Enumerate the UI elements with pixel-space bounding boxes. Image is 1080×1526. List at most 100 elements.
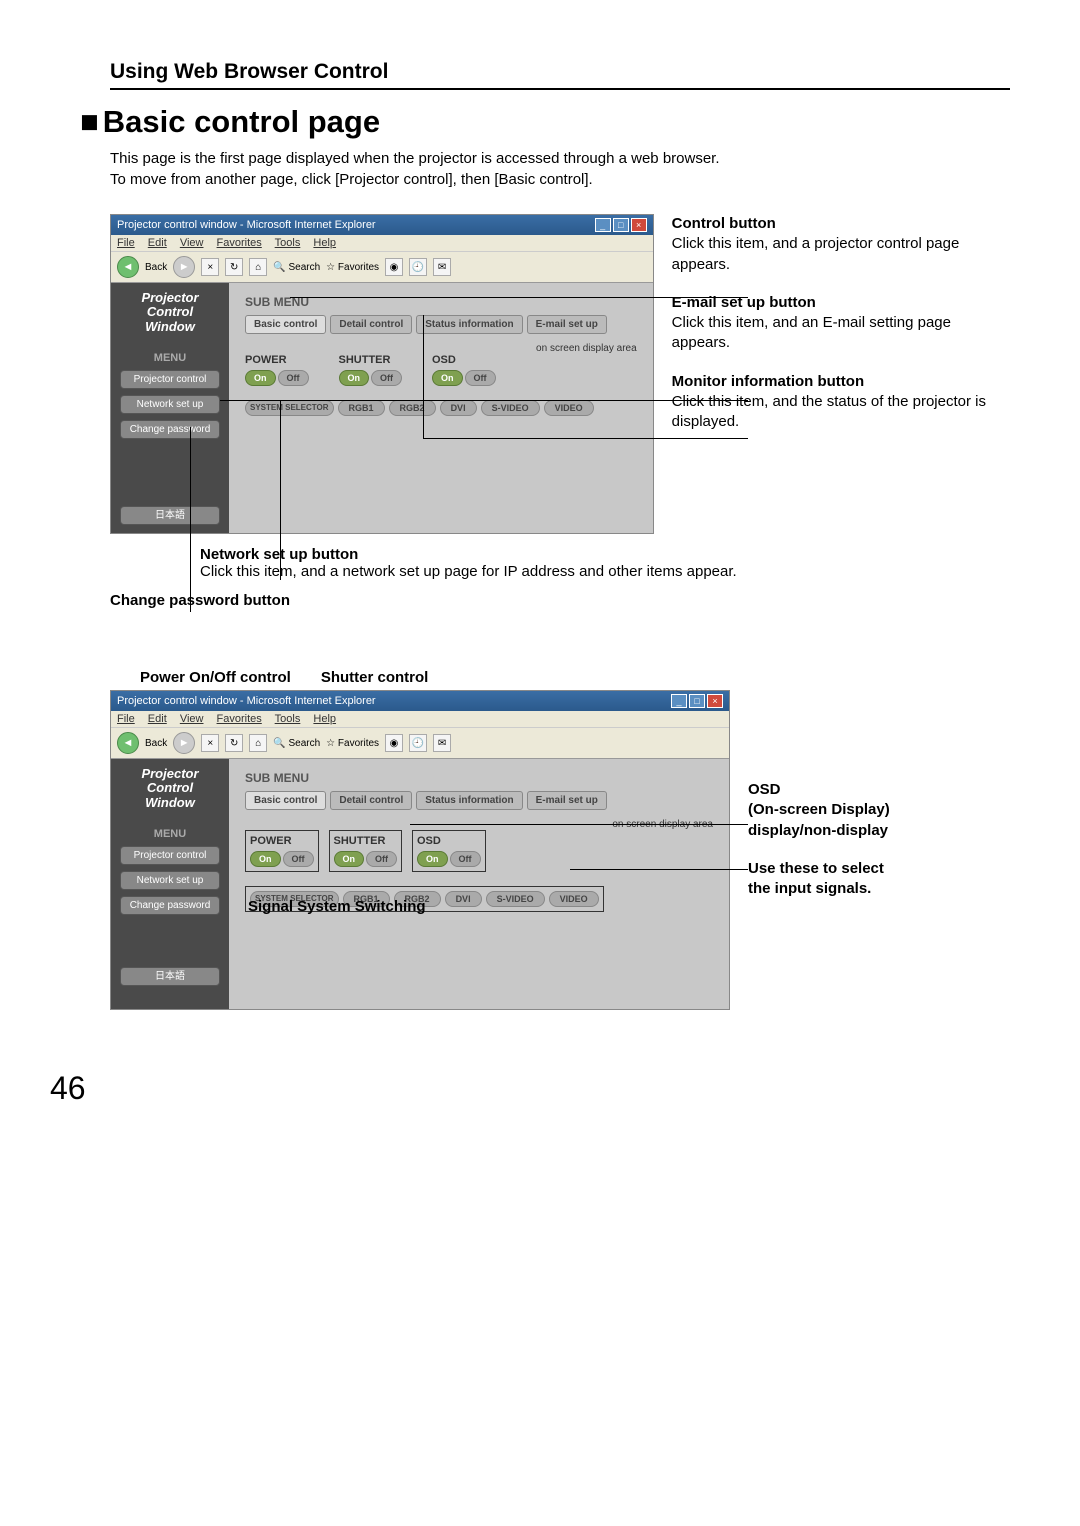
anno-monitor-info-button: Monitor information button Click this it…: [672, 372, 1010, 433]
osd-on-button[interactable]: On: [432, 370, 463, 386]
tab-email-setup[interactable]: E-mail set up: [527, 791, 607, 810]
screenshot-2: Projector control window - Microsoft Int…: [110, 690, 730, 1010]
sidebar-item-network-setup[interactable]: Network set up: [120, 871, 220, 890]
power-on-button[interactable]: On: [245, 370, 276, 386]
home-icon[interactable]: ⌂: [249, 258, 267, 276]
intro-line-2: To move from another page, click [Projec…: [110, 171, 593, 188]
window-title: Projector control window - Microsoft Int…: [117, 219, 376, 231]
tab-status-information[interactable]: Status information: [416, 791, 522, 810]
osd-label: OSD: [432, 354, 496, 366]
svideo-button[interactable]: S-VIDEO: [486, 891, 545, 907]
page-number: 46: [50, 1070, 1010, 1107]
svideo-button[interactable]: S-VIDEO: [481, 400, 540, 416]
page-title: Basic control page: [80, 104, 1010, 140]
sidebar-title: Projector Control Window: [141, 291, 198, 334]
window-titlebar-2: Projector control window - Microsoft Int…: [111, 691, 729, 711]
anno-input-select: Use these to select the input signals.: [748, 859, 890, 900]
menu-help[interactable]: Help: [313, 713, 336, 725]
power-off-button[interactable]: Off: [283, 851, 314, 867]
browser-toolbar: ◄ Back ► × ↻ ⌂ 🔍 Search ☆ Favorites ◉ 🕘 …: [111, 251, 653, 283]
back-label: Back: [145, 262, 167, 273]
mail-icon[interactable]: ✉: [433, 258, 451, 276]
tab-detail-control[interactable]: Detail control: [330, 791, 412, 810]
dvi-button[interactable]: DVI: [445, 891, 482, 907]
search-label[interactable]: 🔍 Search: [273, 262, 320, 273]
stop-icon[interactable]: ×: [201, 258, 219, 276]
close-icon[interactable]: ×: [631, 218, 647, 232]
browser-menubar-2: File Edit View Favorites Tools Help: [111, 711, 729, 727]
media-icon[interactable]: ◉: [385, 258, 403, 276]
rgb1-button[interactable]: RGB1: [338, 400, 385, 416]
anno-control-button: Control button Click this item, and a pr…: [672, 214, 1010, 275]
back-icon[interactable]: ◄: [117, 732, 139, 754]
tab-basic-control[interactable]: Basic control: [245, 315, 326, 334]
forward-icon[interactable]: ►: [173, 732, 195, 754]
browser-toolbar-2: ◄ Back ► × ↻ ⌂ 🔍 Search ☆ Favorites ◉ 🕘 …: [111, 727, 729, 759]
menu-favorites[interactable]: Favorites: [217, 237, 262, 249]
stop-icon[interactable]: ×: [201, 734, 219, 752]
menu-favorites[interactable]: Favorites: [217, 713, 262, 725]
menu-view[interactable]: View: [180, 713, 204, 725]
sidebar-item-projector-control[interactable]: Projector control: [120, 370, 220, 389]
osd-on-button[interactable]: On: [417, 851, 448, 867]
menu-help[interactable]: Help: [313, 237, 336, 249]
menu-edit[interactable]: Edit: [148, 237, 167, 249]
shutter-off-button[interactable]: Off: [366, 851, 397, 867]
minimize-icon[interactable]: _: [671, 694, 687, 708]
browser-menubar: File Edit View Favorites Tools Help: [111, 235, 653, 251]
media-icon[interactable]: ◉: [385, 734, 403, 752]
intro-line-1: This page is the first page displayed wh…: [110, 150, 720, 167]
video-button[interactable]: VIDEO: [544, 400, 594, 416]
history-icon[interactable]: 🕘: [409, 258, 427, 276]
maximize-icon[interactable]: □: [689, 694, 705, 708]
signal-switching-label: Signal System Switching: [248, 897, 426, 917]
main-panel: SUB MENU Basic control Detail control St…: [229, 283, 653, 533]
menu-view[interactable]: View: [180, 237, 204, 249]
refresh-icon[interactable]: ↻: [225, 258, 243, 276]
tab-basic-control[interactable]: Basic control: [245, 791, 326, 810]
power-on-button[interactable]: On: [250, 851, 281, 867]
rgb2-button[interactable]: RGB2: [389, 400, 436, 416]
shutter-control-label: Shutter control: [321, 669, 429, 686]
favorites-label[interactable]: ☆ Favorites: [326, 262, 379, 273]
sidebar-item-network-setup[interactable]: Network set up: [120, 395, 220, 414]
sidebar-item-change-password[interactable]: Change password: [120, 896, 220, 915]
mail-icon[interactable]: ✉: [433, 734, 451, 752]
history-icon[interactable]: 🕘: [409, 734, 427, 752]
shutter-on-button[interactable]: On: [339, 370, 370, 386]
osd-off-button[interactable]: Off: [465, 370, 496, 386]
sidebar-item-projector-control[interactable]: Projector control: [120, 846, 220, 865]
sidebar-item-change-password[interactable]: Change password: [120, 420, 220, 439]
section-header: Using Web Browser Control: [110, 60, 1010, 90]
power-off-button[interactable]: Off: [278, 370, 309, 386]
home-icon[interactable]: ⌂: [249, 734, 267, 752]
menu-edit[interactable]: Edit: [148, 713, 167, 725]
tab-email-setup[interactable]: E-mail set up: [527, 315, 607, 334]
osd-off-button[interactable]: Off: [450, 851, 481, 867]
screenshot-1: Projector control window - Microsoft Int…: [110, 214, 654, 534]
minimize-icon[interactable]: _: [595, 218, 611, 232]
shutter-on-button[interactable]: On: [334, 851, 365, 867]
sidebar-item-japanese[interactable]: 日本語: [120, 506, 220, 525]
back-icon[interactable]: ◄: [117, 256, 139, 278]
refresh-icon[interactable]: ↻: [225, 734, 243, 752]
menu-tools[interactable]: Tools: [275, 713, 301, 725]
close-icon[interactable]: ×: [707, 694, 723, 708]
forward-icon[interactable]: ►: [173, 256, 195, 278]
tab-status-information[interactable]: Status information: [416, 315, 522, 334]
menu-tools[interactable]: Tools: [275, 237, 301, 249]
maximize-icon[interactable]: □: [613, 218, 629, 232]
menu-file[interactable]: File: [117, 713, 135, 725]
dvi-button[interactable]: DVI: [440, 400, 477, 416]
anno-osd: OSD (On-screen Display) display/non-disp…: [748, 780, 890, 841]
system-selector-button[interactable]: SYSTEM SELECTOR: [245, 400, 334, 415]
sidebar-item-japanese[interactable]: 日本語: [120, 967, 220, 986]
sidebar: Projector Control Window MENU Projector …: [111, 283, 229, 533]
video-button[interactable]: VIDEO: [549, 891, 599, 907]
menu-file[interactable]: File: [117, 237, 135, 249]
sidebar-menu-label: MENU: [154, 352, 186, 364]
window-titlebar: Projector control window - Microsoft Int…: [111, 215, 653, 235]
power-label: POWER: [245, 354, 309, 366]
tab-detail-control[interactable]: Detail control: [330, 315, 412, 334]
shutter-off-button[interactable]: Off: [371, 370, 402, 386]
